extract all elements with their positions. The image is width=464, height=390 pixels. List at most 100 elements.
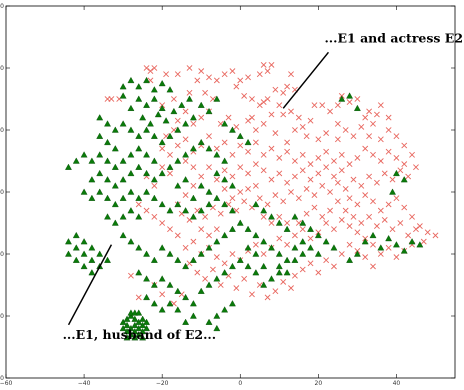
scatter-point-triangle bbox=[189, 145, 197, 152]
y-tick-label: 40 bbox=[0, 65, 4, 72]
scatter-point-x bbox=[405, 232, 412, 239]
scatter-point-triangle bbox=[236, 219, 244, 226]
scatter-point-triangle bbox=[80, 250, 88, 257]
scatter-point-x bbox=[241, 198, 248, 205]
scatter-point-x bbox=[338, 251, 345, 257]
scatter-point-x bbox=[249, 114, 255, 121]
scatter-point-triangle bbox=[147, 120, 154, 127]
scatter-point-triangle bbox=[197, 101, 205, 108]
scatter-point-triangle bbox=[275, 269, 283, 276]
scatter-point-x bbox=[331, 173, 337, 180]
scatter-point-triangle bbox=[229, 300, 236, 307]
scatter-point-x bbox=[307, 235, 314, 242]
scatter-point-x bbox=[264, 68, 271, 75]
scatter-point-x bbox=[288, 71, 294, 78]
scatter-point-x bbox=[362, 254, 369, 261]
scatter-point-x bbox=[346, 99, 353, 106]
scatter-point-x bbox=[334, 198, 341, 205]
scatter-point-triangle bbox=[65, 250, 72, 257]
scatter-point-triangle bbox=[88, 157, 96, 164]
scatter-point-triangle bbox=[143, 169, 150, 177]
scatter-point-x bbox=[331, 263, 337, 270]
scatter-point-x bbox=[190, 238, 197, 245]
scatter-point-triangle bbox=[174, 306, 182, 313]
scatter-point-x bbox=[249, 291, 255, 298]
scatter-point-x bbox=[229, 195, 236, 202]
scatter-point-x bbox=[354, 154, 361, 161]
scatter-point-x bbox=[237, 142, 244, 149]
scatter-point-x bbox=[202, 275, 209, 282]
scatter-point-triangle bbox=[221, 231, 229, 239]
scatter-point-triangle bbox=[268, 213, 275, 220]
scatter-point-x bbox=[264, 96, 271, 102]
scatter-point-triangle bbox=[150, 132, 158, 139]
scatter-point-x bbox=[323, 148, 330, 155]
scatter-point-triangle bbox=[127, 126, 135, 133]
scatter-point-triangle bbox=[221, 200, 229, 208]
scatter-point-x bbox=[307, 176, 314, 183]
scatter-point-triangle bbox=[283, 269, 291, 276]
scatter-point-triangle bbox=[189, 213, 197, 220]
scatter-point-triangle bbox=[143, 126, 150, 133]
scatter-point-triangle bbox=[174, 157, 182, 164]
scatter-point-triangle bbox=[131, 315, 139, 322]
scatter-point-triangle bbox=[119, 318, 127, 325]
scatter-point-x bbox=[350, 213, 357, 220]
scatter-point-x bbox=[280, 278, 287, 285]
scatter-point-x bbox=[358, 123, 365, 130]
scatter-point-x bbox=[295, 114, 302, 121]
scatter-point-x bbox=[167, 151, 173, 158]
scatter-point-x bbox=[303, 185, 310, 192]
scatter-point-triangle bbox=[143, 250, 150, 257]
scatter-point-x bbox=[256, 102, 263, 109]
scatter-point-x bbox=[350, 133, 357, 140]
y-tick-label: 20 bbox=[0, 127, 4, 134]
scatter-point-x bbox=[307, 260, 314, 267]
scatter-point-triangle bbox=[119, 83, 127, 90]
scatter-point-x bbox=[206, 74, 212, 81]
scatter-point-triangle bbox=[353, 250, 361, 257]
scatter-point-triangle bbox=[205, 244, 213, 251]
scatter-point-triangle bbox=[174, 182, 182, 189]
scatter-point-triangle bbox=[143, 188, 150, 195]
scatter-point-x bbox=[370, 241, 376, 248]
scatter-point-x bbox=[288, 285, 294, 292]
scatter-point-triangle bbox=[119, 92, 127, 99]
scatter-point-x bbox=[373, 179, 380, 186]
scatter-point-x bbox=[299, 226, 306, 233]
scatter-point-x bbox=[245, 185, 251, 192]
scatter-point-x bbox=[393, 133, 400, 140]
scatter-point-triangle bbox=[104, 138, 111, 146]
scatter-point-x bbox=[416, 223, 423, 230]
scatter-point-triangle bbox=[205, 281, 213, 288]
scatter-point-x bbox=[182, 108, 189, 115]
scatter-point-triangle bbox=[96, 250, 104, 257]
scatter-point-x bbox=[358, 220, 365, 226]
scatter-point-x bbox=[159, 291, 166, 298]
scatter-point-x bbox=[260, 120, 267, 127]
scatter-point-x bbox=[284, 241, 291, 248]
scatter-point-triangle bbox=[205, 200, 213, 208]
scatter-point-triangle bbox=[166, 86, 174, 93]
scatter-point-x bbox=[319, 182, 326, 189]
scatter-point-triangle bbox=[182, 151, 190, 158]
scatter-point-triangle bbox=[135, 309, 143, 316]
scatter-point-x bbox=[233, 123, 240, 130]
scatter-point-x bbox=[385, 244, 392, 251]
scatter-point-x bbox=[397, 167, 404, 174]
scatter-point-x bbox=[362, 114, 369, 121]
scatter-point-x bbox=[370, 263, 376, 270]
scatter-point-triangle bbox=[400, 247, 408, 254]
scatter-point-triangle bbox=[127, 104, 135, 111]
scatter-point-x bbox=[331, 158, 337, 164]
scatter-point-x bbox=[299, 266, 306, 273]
scatter-point-triangle bbox=[182, 318, 190, 325]
scatter-point-triangle bbox=[65, 163, 72, 170]
scatter-point-x bbox=[292, 173, 298, 180]
scatter-point-triangle bbox=[252, 231, 260, 239]
scatter-point-x bbox=[210, 266, 216, 273]
scatter-point-x bbox=[260, 61, 267, 68]
scatter-point-x bbox=[198, 114, 205, 121]
scatter-point-x bbox=[245, 170, 251, 177]
